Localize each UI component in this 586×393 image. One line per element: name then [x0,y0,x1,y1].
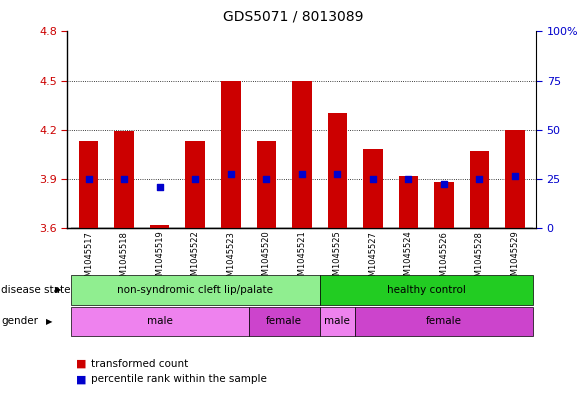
Text: ■: ■ [76,358,87,369]
Bar [79,141,98,228]
Text: female: female [426,316,462,326]
Text: percentile rank within the sample: percentile rank within the sample [91,374,267,384]
Text: male: male [325,316,350,326]
Point [333,171,342,177]
Point [297,171,306,177]
Bar [257,141,276,228]
Bar [150,225,169,228]
Text: GDS5071 / 8013089: GDS5071 / 8013089 [223,10,363,24]
Bar [186,141,205,228]
Point [475,176,484,182]
Text: ▶: ▶ [46,317,52,326]
Point [439,181,448,187]
Point [261,176,271,182]
Point [404,176,413,182]
Bar [505,130,524,228]
Bar [114,131,134,228]
Text: disease state: disease state [1,285,71,295]
Bar [363,149,383,228]
Bar [328,113,347,228]
Text: female: female [266,316,302,326]
Bar [292,81,312,228]
Point [510,173,520,179]
Bar [469,151,489,228]
Text: ■: ■ [76,374,87,384]
Bar [434,182,454,228]
Text: non-syndromic cleft lip/palate: non-syndromic cleft lip/palate [117,285,273,295]
Point [120,176,129,182]
Text: ▶: ▶ [54,285,61,294]
Text: transformed count: transformed count [91,358,188,369]
Bar [221,81,240,228]
Point [84,176,93,182]
Text: gender: gender [1,316,38,326]
Point [155,184,165,190]
Point [368,176,377,182]
Text: male: male [146,316,173,326]
Point [190,176,200,182]
Point [226,171,236,177]
Bar [398,176,418,228]
Text: healthy control: healthy control [387,285,465,295]
